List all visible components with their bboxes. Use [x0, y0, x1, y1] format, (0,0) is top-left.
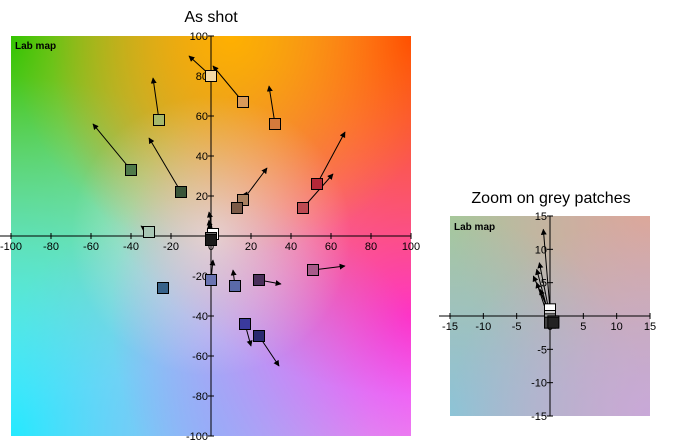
zoom-y-tick-label: -5	[537, 344, 547, 356]
zoom-chart-title: Zoom on grey patches	[471, 190, 630, 207]
main-patch-square	[253, 330, 265, 342]
zoom-x-tick-label: -10	[475, 321, 491, 333]
main-y-tick-label: 20	[196, 191, 208, 203]
main-patch-square	[229, 280, 241, 292]
main-x-tick-label: -100	[0, 241, 22, 253]
main-x-tick-label: -20	[163, 241, 179, 253]
main-patch-square	[307, 264, 319, 276]
main-y-tick-label: 80	[196, 71, 208, 83]
main-chart-title: As shot	[184, 9, 238, 26]
main-patch-square	[205, 234, 217, 246]
main-patch-square	[239, 318, 251, 330]
zoom-shift-arrow	[540, 228, 551, 310]
main-patch-square	[153, 114, 165, 126]
main-x-tick-label: 40	[285, 241, 297, 253]
main-x-tick-label: 100	[402, 241, 420, 253]
main-y-tick-label: -60	[192, 351, 208, 363]
zoom-y-tick-label: -10	[531, 378, 547, 390]
main-x-tick-label: 80	[365, 241, 377, 253]
main-x-tick-label: 0	[208, 241, 214, 253]
main-shift-arrow	[150, 77, 160, 121]
zoom-data-marks	[532, 228, 560, 329]
main-patch-square	[269, 118, 281, 130]
main-patch-square	[157, 282, 169, 294]
zoom-x-tick-label: 5	[580, 321, 586, 333]
main-patch-square	[297, 202, 309, 214]
main-patch-square	[205, 70, 217, 82]
main-y-tick-label: -100	[186, 431, 208, 443]
main-shift-arrow	[266, 85, 276, 125]
main-shift-arrow	[148, 137, 182, 193]
main-patch-square	[175, 186, 187, 198]
main-map-label: Lab map	[15, 41, 56, 52]
zoom-y-tick-label: 10	[535, 244, 547, 256]
main-x-tick-label: -40	[123, 241, 139, 253]
main-y-tick-label: -40	[192, 311, 208, 323]
main-patch-square	[253, 274, 265, 286]
main-data-marks	[92, 55, 346, 367]
main-patch-square	[237, 96, 249, 108]
main-x-tick-label: 60	[325, 241, 337, 253]
main-y-tick-label: -80	[192, 391, 208, 403]
zoom-x-tick-label: 15	[644, 321, 656, 333]
main-y-tick-label: -20	[192, 271, 208, 283]
main-x-tick-label: 20	[245, 241, 257, 253]
main-x-tick-label: -60	[83, 241, 99, 253]
main-patch-square	[125, 164, 137, 176]
main-x-tick-label: -80	[43, 241, 59, 253]
main-y-tick-label: 100	[190, 31, 208, 43]
zoom-map-label: Lab map	[454, 222, 495, 233]
main-shift-arrow	[92, 123, 132, 171]
main-patch-square	[143, 226, 155, 238]
main-y-tick-label: 40	[196, 151, 208, 163]
main-y-tick-label: 60	[196, 111, 208, 123]
zoom-x-tick-label: 10	[611, 321, 623, 333]
zoom-y-tick-label: -15	[531, 411, 547, 423]
main-patch-square	[231, 202, 243, 214]
zoom-x-tick-label: -15	[442, 321, 458, 333]
zoom-patch-square	[547, 316, 560, 329]
zoom-y-tick-label: 15	[535, 211, 547, 223]
zoom-x-tick-label: -5	[512, 321, 522, 333]
main-patch-square	[205, 274, 217, 286]
main-patch-square	[311, 178, 323, 190]
main-shift-arrow	[316, 131, 346, 185]
